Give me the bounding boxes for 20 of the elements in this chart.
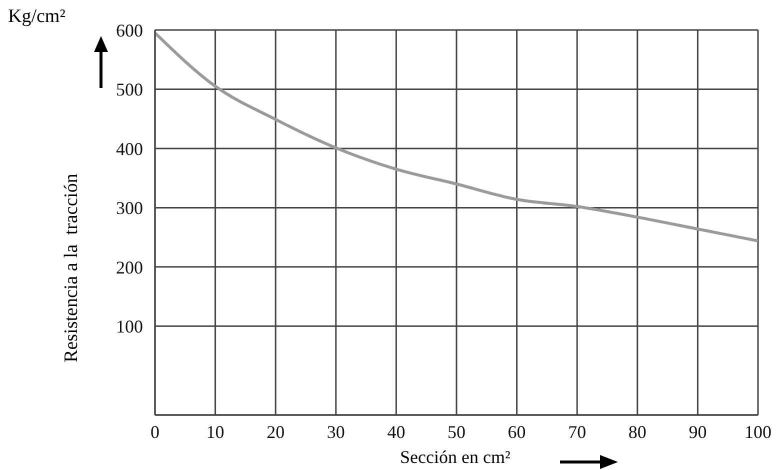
text: Kg/cm² [8, 6, 66, 28]
x-axis-title: Sección en cm² [400, 447, 510, 468]
x-tick-label: 80 [628, 422, 646, 442]
y-tick-label: 100 [116, 316, 143, 337]
y-tick-label: 400 [116, 138, 143, 159]
x-tick-label: 40 [387, 422, 406, 442]
y-tick-label: 300 [116, 198, 143, 218]
x-tick-label: 20 [266, 422, 285, 442]
x-tick-label: 50 [448, 422, 466, 442]
x-tick-label: 70 [568, 422, 586, 442]
y-tick-label: 600 [116, 20, 143, 40]
x-tick-label: 100 [744, 422, 772, 442]
y-tick-label: 200 [116, 257, 143, 278]
x-tick-label: 30 [326, 422, 345, 442]
y-tick-label: 500 [116, 80, 143, 100]
x-tick-label: 0 [150, 422, 160, 442]
y-axis-title: Resistencia a la tracción [61, 174, 83, 362]
x-tick-label: 90 [688, 422, 707, 442]
x-tick-label: 60 [508, 422, 526, 442]
x-tick-label: 10 [206, 422, 224, 442]
